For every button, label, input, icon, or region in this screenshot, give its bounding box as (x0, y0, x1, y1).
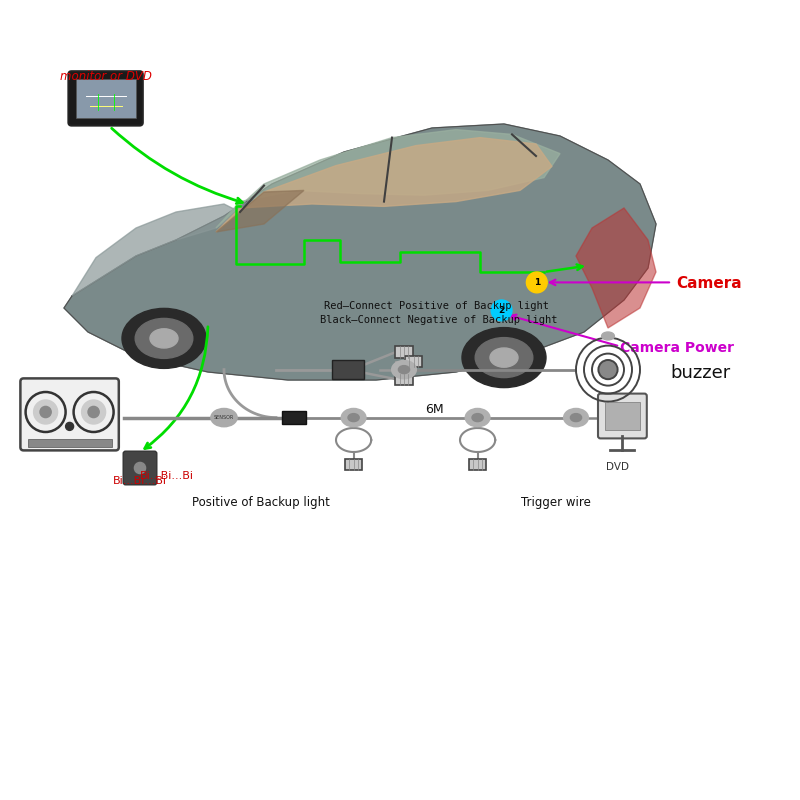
Ellipse shape (342, 409, 366, 426)
Text: Positive of Backup light: Positive of Backup light (192, 496, 330, 509)
Ellipse shape (398, 366, 410, 374)
Text: 2: 2 (498, 306, 505, 315)
Bar (405, 356, 422, 367)
Ellipse shape (564, 409, 588, 426)
Bar (395, 346, 413, 358)
Text: DVD: DVD (606, 462, 629, 472)
Bar (75, 79, 135, 118)
Text: Red—Connect Positive of Backup light: Red—Connect Positive of Backup light (323, 301, 549, 310)
Text: Black—Connect Negative of Backup light: Black—Connect Negative of Backup light (321, 315, 558, 325)
Circle shape (82, 400, 106, 424)
Circle shape (40, 406, 51, 418)
Text: 1: 1 (534, 278, 540, 287)
Polygon shape (216, 130, 560, 228)
Ellipse shape (466, 409, 490, 426)
Text: buzzer: buzzer (670, 364, 730, 382)
Ellipse shape (602, 332, 614, 340)
Text: Bi...Bi...Bi: Bi...Bi...Bi (113, 476, 167, 486)
Text: Trigger wire: Trigger wire (521, 496, 591, 509)
Bar (332, 360, 364, 379)
Text: Camera: Camera (676, 277, 742, 291)
Circle shape (134, 462, 146, 474)
Bar (469, 459, 486, 470)
Polygon shape (216, 190, 304, 232)
Text: Bi...Bi...Bi: Bi...Bi...Bi (140, 471, 194, 481)
Text: SENSOR: SENSOR (214, 415, 234, 420)
Circle shape (66, 422, 74, 430)
Bar (345, 459, 362, 470)
Circle shape (526, 272, 547, 293)
FancyBboxPatch shape (598, 394, 646, 438)
Ellipse shape (135, 318, 193, 358)
Bar (395, 374, 413, 385)
Circle shape (598, 360, 618, 379)
Text: 6M: 6M (425, 403, 444, 416)
Circle shape (34, 400, 58, 424)
Ellipse shape (472, 414, 483, 422)
Text: monitor or DVD: monitor or DVD (60, 70, 152, 82)
Bar (27, 439, 112, 447)
FancyBboxPatch shape (20, 378, 118, 450)
FancyBboxPatch shape (123, 451, 157, 485)
Circle shape (88, 406, 99, 418)
Polygon shape (72, 204, 240, 296)
Ellipse shape (122, 309, 206, 368)
Ellipse shape (490, 348, 518, 367)
Polygon shape (216, 138, 552, 232)
Ellipse shape (150, 329, 178, 348)
Ellipse shape (462, 328, 546, 387)
Ellipse shape (570, 414, 582, 422)
Polygon shape (576, 208, 656, 328)
Polygon shape (64, 124, 656, 380)
FancyBboxPatch shape (68, 71, 142, 126)
Ellipse shape (475, 338, 533, 378)
Text: Camera Power: Camera Power (620, 341, 734, 355)
Bar (282, 411, 306, 424)
Ellipse shape (211, 409, 237, 426)
Ellipse shape (348, 414, 359, 422)
Circle shape (491, 300, 512, 321)
Bar (606, 402, 640, 430)
Ellipse shape (392, 361, 416, 378)
